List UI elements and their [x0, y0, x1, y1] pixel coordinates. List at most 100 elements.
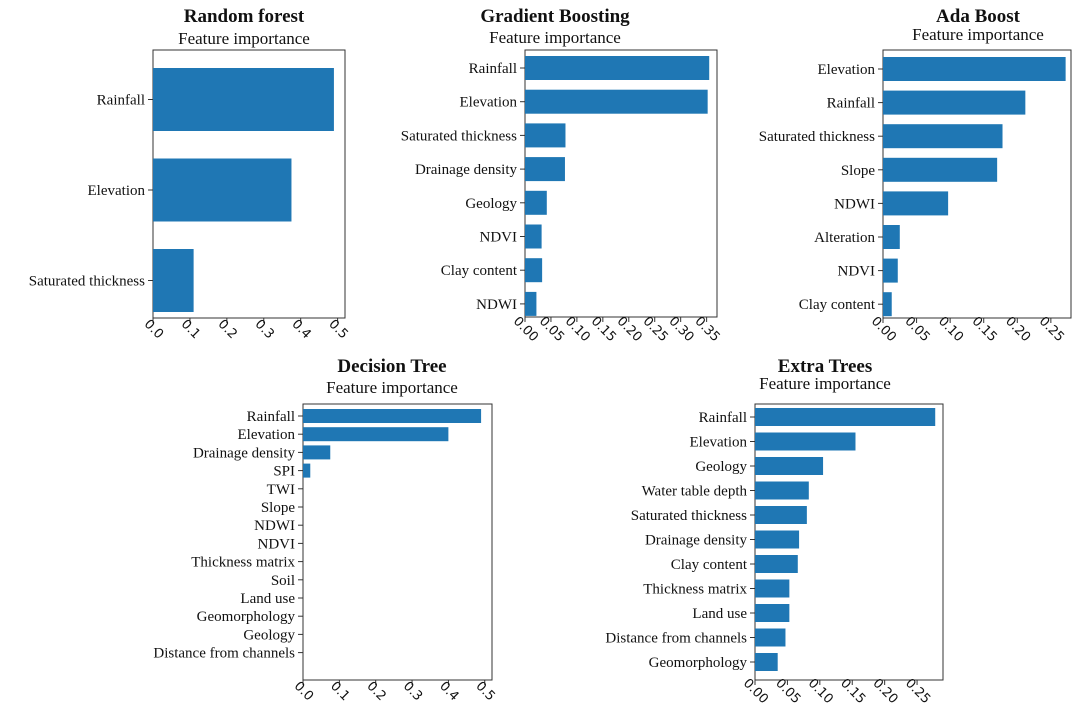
category-label: Distance from channels [605, 631, 747, 647]
bar-distance-from-channels [755, 628, 786, 647]
x-tick-label: 0.35 [692, 314, 723, 345]
x-tick-label: 0.25 [902, 676, 933, 707]
x-tick-label: 0.00 [510, 314, 541, 345]
category-label: Soil [271, 573, 295, 589]
x-tick-label: 0.30 [666, 314, 697, 345]
chart-title: Decision Tree [337, 356, 446, 377]
category-label: Rainfall [699, 410, 747, 426]
category-label: NDWI [476, 297, 517, 313]
x-tick-label: 0.15 [837, 676, 868, 707]
category-label: Saturated thickness [631, 508, 747, 524]
bar-alteration [883, 225, 900, 249]
chart-title: Extra Trees [778, 356, 872, 377]
bar-rainfall [525, 56, 710, 80]
bar-rainfall [303, 409, 482, 423]
bar-drainage-density [303, 445, 331, 460]
x-tick-label: 0.1 [178, 317, 203, 342]
category-label: Elevation [238, 427, 296, 443]
chart-panel-random-forest: Random forest Feature importance Rainfall E… [29, 6, 351, 342]
x-tick-label: 0.10 [805, 676, 836, 707]
category-label: Drainage density [415, 162, 518, 178]
category-label: Thickness matrix [643, 582, 747, 598]
bar-rainfall [883, 90, 1026, 115]
plot-frame [524, 49, 718, 318]
category-label: Slope [261, 500, 296, 516]
x-tick-label: 0.25 [1036, 314, 1067, 345]
x-tick-label: 0.05 [902, 314, 933, 345]
x-tick-label: 0.0 [291, 679, 316, 704]
bar-elevation [153, 158, 292, 222]
chart-title: Gradient Boosting [480, 6, 630, 27]
x-tick-label: 0.0 [141, 317, 166, 342]
bar-slope [883, 157, 998, 182]
category-label: Distance from channels [153, 646, 295, 662]
bar-elevation [303, 427, 449, 442]
category-label: NDWI [834, 196, 875, 212]
category-label: NDVI [480, 230, 518, 246]
bar-clay-content [525, 258, 543, 283]
x-tick-label: 0.2 [364, 679, 389, 704]
x-tick-label: 0.00 [868, 314, 899, 345]
x-tick-label: 0.05 [536, 314, 567, 345]
category-label: Land use [240, 591, 295, 607]
category-label: Drainage density [645, 533, 748, 549]
x-tick-label: 0.20 [870, 676, 901, 707]
x-tick-label: 0.00 [740, 676, 771, 707]
x-tick-label: 0.10 [935, 314, 966, 345]
category-label: TWI [267, 482, 295, 498]
bar-ndvi [525, 224, 542, 249]
bar-ndwi [883, 191, 949, 216]
x-tick-label: 0.15 [588, 314, 619, 345]
category-label: Geology [243, 627, 295, 643]
bar-ndvi [883, 258, 898, 283]
category-label: Rainfall [469, 61, 517, 77]
category-label: Elevation [818, 62, 876, 78]
bar-ndwi [525, 291, 537, 316]
category-label: SPI [273, 464, 295, 480]
x-tick-label: 0.25 [640, 314, 671, 345]
bar-elevation [525, 89, 708, 114]
category-label: Clay content [671, 557, 748, 573]
bar-saturated-thickness [883, 124, 1003, 149]
category-label: Elevation [460, 95, 518, 111]
bar-saturated-thickness [525, 123, 566, 148]
bar-saturated-thickness [153, 249, 194, 312]
plot-frame [882, 49, 1072, 319]
category-label: Rainfall [247, 409, 295, 425]
category-label: Geology [465, 196, 517, 212]
bar-water-table-depth [755, 481, 809, 500]
category-label: Drainage density [193, 445, 296, 461]
x-tick-label: 0.15 [969, 314, 1000, 345]
x-tick-label: 0.4 [289, 317, 314, 342]
category-label: Slope [841, 163, 876, 179]
x-tick-label: 0.10 [562, 314, 593, 345]
category-label: NDVI [838, 264, 876, 280]
chart-subtitle: Feature importance [489, 28, 621, 47]
bar-land-use [755, 604, 790, 622]
category-label: Rainfall [827, 96, 875, 112]
x-tick-label: 0.20 [1002, 314, 1033, 345]
category-label: Thickness matrix [191, 555, 295, 571]
bar-thickness-matrix [755, 579, 790, 598]
chart-title: Random forest [184, 6, 305, 27]
bar-geology [525, 190, 547, 215]
category-label: Water table depth [642, 484, 748, 500]
category-label: Saturated thickness [401, 128, 517, 144]
bar-saturated-thickness [755, 506, 807, 524]
bar-spi [303, 463, 311, 478]
category-label: Geomorphology [649, 655, 748, 671]
category-label: Elevation [690, 435, 748, 451]
category-label: Alteration [814, 230, 875, 246]
category-label: Rainfall [97, 93, 145, 109]
bar-drainage-density [525, 157, 565, 182]
x-tick-label: 0.3 [252, 317, 277, 342]
x-tick-label: 0.1 [327, 679, 352, 704]
chart-title: Ada Boost [936, 6, 1021, 27]
chart-subtitle: Feature importance [912, 25, 1044, 44]
x-tick-label: 0.5 [325, 317, 350, 342]
